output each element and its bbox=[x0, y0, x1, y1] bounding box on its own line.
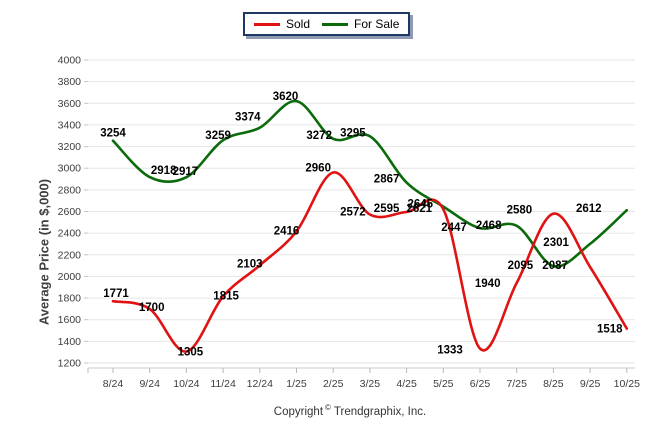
for-sale-data-label: 3259 bbox=[205, 130, 231, 142]
for-sale-data-label: 2918 bbox=[151, 165, 177, 177]
for-sale-line-swatch-icon bbox=[322, 22, 349, 26]
sold-data-label: 2595 bbox=[374, 203, 400, 215]
for-sale-data-label: 2095 bbox=[508, 260, 534, 272]
for-sale-data-label: 2612 bbox=[576, 203, 602, 215]
copyright-footer: Copyright © Trendgraphix, Inc. bbox=[54, 403, 646, 418]
y-tick-label: 3400 bbox=[58, 119, 82, 131]
y-tick-label: 3800 bbox=[58, 76, 82, 88]
for-sale-data-label: 2447 bbox=[441, 222, 467, 234]
for-sale-line bbox=[111, 99, 629, 268]
y-tick-label: 3200 bbox=[58, 141, 82, 153]
y-tick-label: 3600 bbox=[58, 98, 82, 110]
for-sale-data-label: 2645 bbox=[408, 199, 434, 211]
x-tick-label: 10/25 bbox=[614, 378, 640, 390]
sold-data-label: 2087 bbox=[542, 260, 568, 272]
x-tick-label: 9/24 bbox=[139, 378, 160, 390]
x-tick-label: 2/25 bbox=[323, 378, 344, 390]
y-tick-label: 1800 bbox=[58, 293, 82, 305]
x-tick-label: 10/24 bbox=[173, 378, 199, 390]
x-tick-label: 11/24 bbox=[210, 378, 236, 390]
for-sale-data-label: 2917 bbox=[173, 166, 199, 178]
sold-data-label: 1815 bbox=[213, 290, 239, 302]
x-tick-label: 6/25 bbox=[470, 378, 491, 390]
copyright-symbol-icon: © bbox=[325, 403, 331, 412]
x-tick-label: 3/25 bbox=[360, 378, 381, 390]
for-sale-data-label: 3295 bbox=[340, 127, 366, 139]
sold-data-label: 1771 bbox=[103, 288, 129, 300]
legend-label-for-sale: For Sale bbox=[354, 17, 400, 31]
sold-line bbox=[111, 171, 629, 353]
y-tick-label: 1400 bbox=[58, 336, 82, 348]
for-sale-data-label: 2867 bbox=[374, 174, 400, 186]
sold-data-label: 2621 bbox=[407, 203, 433, 215]
x-tick-label: 8/24 bbox=[103, 378, 124, 390]
for-sale-data-label: 3254 bbox=[100, 128, 126, 140]
y-tick-label: 2200 bbox=[58, 249, 82, 261]
sold-data-label: 1940 bbox=[475, 278, 501, 290]
sold-data-label: 1305 bbox=[178, 347, 204, 359]
y-tick-label: 1600 bbox=[58, 314, 82, 326]
x-tick-label: 12/24 bbox=[247, 378, 273, 390]
x-tick-label: 8/25 bbox=[543, 378, 564, 390]
legend-label-sold: Sold bbox=[286, 17, 311, 31]
x-tick-label: 5/25 bbox=[433, 378, 454, 390]
sold-data-label: 2103 bbox=[237, 258, 263, 270]
copyright-text: Copyright bbox=[273, 405, 324, 418]
company-name: Trendgraphix, Inc. bbox=[333, 405, 427, 418]
sold-data-label: 2960 bbox=[305, 163, 331, 175]
y-tick-label: 1200 bbox=[58, 358, 82, 370]
sold-data-label: 2416 bbox=[274, 225, 300, 237]
sold-data-label: 2572 bbox=[340, 207, 366, 219]
y-tick-label: 3000 bbox=[58, 163, 82, 175]
y-tick-label: 4000 bbox=[58, 55, 82, 67]
x-tick-label: 1/25 bbox=[286, 378, 307, 390]
legend: Sold For Sale bbox=[243, 12, 411, 36]
sold-data-label: 1700 bbox=[139, 302, 165, 314]
sold-data-label: 2580 bbox=[507, 205, 533, 217]
for-sale-data-label: 2468 bbox=[476, 220, 502, 232]
x-tick-label: 9/25 bbox=[580, 378, 601, 390]
sold-line-swatch-icon bbox=[254, 22, 280, 26]
sold-data-label: 1333 bbox=[437, 345, 463, 357]
y-tick-label: 2600 bbox=[58, 206, 82, 218]
y-tick-label: 2400 bbox=[58, 228, 82, 240]
for-sale-data-label: 3620 bbox=[273, 91, 299, 103]
x-tick-label: 7/25 bbox=[506, 378, 527, 390]
for-sale-data-label: 2301 bbox=[543, 237, 569, 249]
y-tick-label: 2800 bbox=[58, 184, 82, 196]
y-tick-label: 2000 bbox=[58, 271, 82, 283]
for-sale-data-label: 3374 bbox=[235, 112, 261, 124]
x-tick-label: 4/25 bbox=[396, 378, 417, 390]
sold-data-label: 1518 bbox=[597, 324, 623, 336]
for-sale-data-label: 3272 bbox=[306, 130, 332, 142]
